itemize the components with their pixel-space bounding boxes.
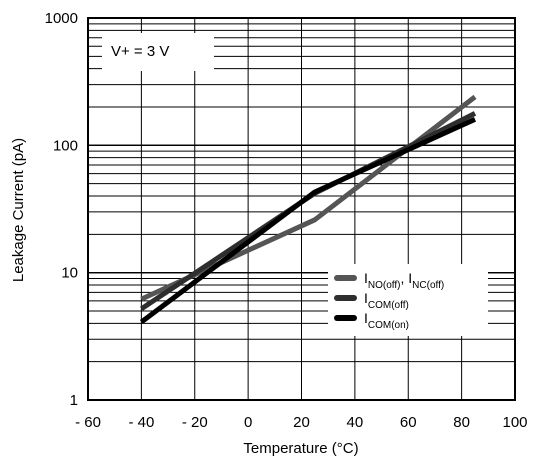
legend-main-1: I — [364, 270, 368, 286]
annotation-box: V+ = 3 V — [102, 33, 214, 71]
legend-subscript-3: COM(on) — [368, 320, 409, 331]
x-tick-label: 0 — [244, 414, 252, 431]
series-layer — [139, 94, 477, 325]
legend-main-3: I — [364, 310, 368, 326]
x-tick-label: 20 — [293, 414, 310, 431]
legend-label-2: ICOM(off) — [364, 290, 409, 311]
y-tick-label: 10 — [61, 265, 78, 282]
legend-subscript-1: NO(off) — [368, 280, 401, 291]
x-tick-label: - 40 — [128, 414, 154, 431]
legend-main-2: I — [364, 290, 368, 306]
y-tick-label: 100 — [53, 137, 78, 154]
legend-separator-1: , I — [401, 270, 413, 286]
y-tick-labels: 1 10 100 1000 — [45, 10, 78, 409]
plot-frame — [87, 17, 516, 401]
legend-subscript-2-1: NC(off) — [412, 280, 444, 291]
legend-subscript-2: COM(off) — [368, 300, 409, 311]
y-tick-label: 1 — [70, 392, 78, 409]
grid-layer — [87, 17, 516, 401]
annotation-background — [102, 33, 214, 71]
x-tick-label: - 20 — [182, 414, 208, 431]
y-tick-label: 1000 — [45, 10, 78, 27]
legend-label-1: INO(off), INC(off) — [364, 270, 444, 291]
x-tick-labels: - 60 - 40 - 20 0 20 40 60 80 100 — [75, 414, 527, 431]
series-line-3 — [139, 117, 477, 325]
x-tick-label: 40 — [347, 414, 364, 431]
x-tick-label: 60 — [400, 414, 417, 431]
x-tick-label: 100 — [502, 414, 527, 431]
x-tick-label: - 60 — [75, 414, 101, 431]
y-axis-label: Leakage Current (pA) — [10, 138, 27, 282]
legend-label-3: ICOM(on) — [364, 310, 409, 331]
x-tick-label: 80 — [453, 414, 470, 431]
x-axis-label: Temperature (°C) — [243, 440, 358, 457]
legend: INO(off), INC(off)ICOM(off)ICOM(on) — [328, 264, 488, 336]
annotation-text: V+ = 3 V — [111, 43, 169, 60]
